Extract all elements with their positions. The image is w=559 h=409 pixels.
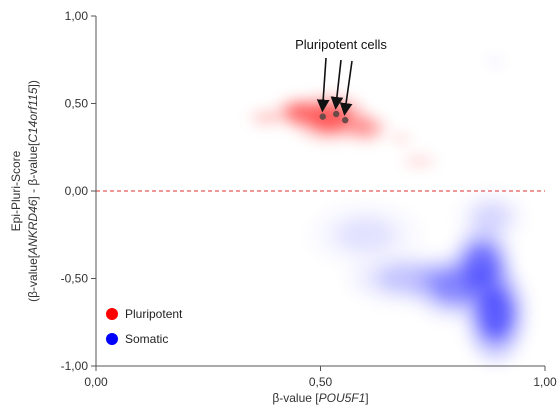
y-axis-ticks: 1,00 0,50 0,00 -0,50 -1,00	[61, 9, 96, 373]
pluripotent-cluster-1-level-2	[286, 104, 310, 121]
legend-marker-somatic	[106, 333, 118, 345]
density-somatic	[338, 59, 528, 364]
somatic-cluster-4-level-2	[338, 219, 393, 251]
x-axis-label-gene: POU5F1	[319, 391, 366, 405]
somatic-cluster-5-level-2	[474, 204, 508, 231]
highlight-point-2	[341, 116, 349, 124]
axes: 0,00 0,50 1,00 1,00 0,50 0,00 -0,50 -1,00	[61, 9, 557, 389]
density-cloud-layer	[251, 59, 528, 364]
density-pluripotent	[251, 92, 430, 167]
y-tick-label-0: 1,00	[65, 9, 89, 23]
somatic-cluster-6-level-2	[491, 59, 500, 64]
somatic-cluster-3-level-2	[379, 265, 441, 292]
annotation-arrow-2	[339, 60, 353, 116]
x-axis-ticks: 0,00 0,50 1,00	[84, 366, 557, 389]
y-axis-label-gene-1: ANKRD46	[26, 199, 40, 256]
annotation-text: Pluripotent cells	[295, 37, 387, 52]
annotation-arrow-1	[330, 59, 344, 110]
highlighted-points-layer	[319, 110, 349, 124]
y-axis-label-part-3: ] - β-value[	[26, 142, 40, 200]
y-tick-label-3: -0,50	[61, 272, 89, 286]
legend-marker-pluripotent	[106, 308, 118, 320]
x-axis-label-part-1: β-value [	[272, 391, 319, 405]
x-tick-label-1: 0,50	[309, 375, 333, 389]
y-tick-label-4: -1,00	[61, 359, 89, 373]
legend-label-somatic: Somatic	[125, 332, 168, 346]
y-axis-label-part-1: (β-value[	[26, 254, 40, 302]
y-tick-label-1: 0,50	[65, 97, 89, 111]
pluripotent-cluster-2-level-2	[353, 120, 378, 136]
annotation-arrow-0	[316, 57, 330, 113]
x-tick-label-2: 1,00	[533, 375, 557, 389]
x-axis-label: β-value [POU5F1]	[272, 391, 368, 405]
y-axis-label-line-1: Epi-Pluri-Score	[9, 150, 23, 231]
annotation-arrows	[316, 57, 353, 116]
x-axis-label-part-3: ]	[365, 391, 368, 405]
pluripotent-cluster-4-level-2	[409, 156, 430, 167]
pluripotent-cluster-5-level-2	[394, 134, 409, 143]
legend-label-pluripotent: Pluripotent	[125, 307, 183, 321]
pluripotent-cells-annotation: Pluripotent cells	[295, 37, 387, 116]
y-tick-label-2: 0,00	[65, 184, 89, 198]
y-axis-label-gene-2: C14orf115	[26, 87, 40, 142]
legend: Pluripotent Somatic	[106, 307, 183, 346]
y-axis-label-part-5: ])	[26, 80, 40, 87]
pluripotent-cluster-3-level-2	[256, 112, 277, 123]
highlight-point-1	[333, 110, 340, 118]
x-tick-label-0: 0,00	[84, 375, 108, 389]
y-axis-label-line-2: (β-value[ANKRD46] - β-value[C14orf115])	[26, 80, 40, 302]
highlight-point-0	[319, 113, 326, 120]
